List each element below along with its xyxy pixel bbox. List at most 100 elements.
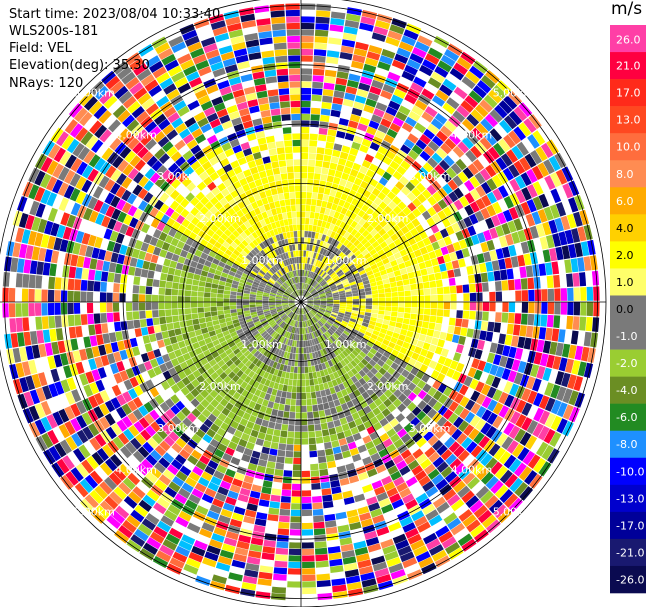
velocity-gate	[359, 400, 368, 409]
velocity-gate	[190, 207, 200, 217]
velocity-gate	[353, 206, 361, 215]
velocity-gate	[412, 386, 422, 396]
velocity-gate	[234, 472, 245, 481]
velocity-gate	[73, 291, 81, 302]
velocity-gate	[291, 306, 297, 311]
velocity-gate	[143, 360, 153, 371]
velocity-gate	[165, 387, 175, 398]
velocity-gate	[207, 367, 216, 376]
velocity-gate	[365, 233, 373, 241]
velocity-gate	[325, 290, 332, 294]
velocity-gate	[133, 276, 141, 285]
velocity-gate	[426, 538, 441, 551]
velocity-gate	[428, 544, 444, 556]
velocity-gate	[435, 279, 443, 288]
velocity-gate	[417, 35, 433, 47]
velocity-gate	[102, 333, 111, 344]
velocity-gate	[262, 364, 269, 372]
velocity-gate	[220, 480, 232, 490]
velocity-gate	[336, 227, 343, 235]
velocity-gate	[506, 268, 514, 280]
velocity-gate	[207, 460, 219, 470]
velocity-gate	[103, 114, 117, 128]
velocity-gate	[397, 428, 408, 438]
velocity-gate	[402, 341, 410, 349]
velocity-gate	[326, 307, 333, 311]
velocity-gate	[42, 262, 51, 276]
velocity-gate	[338, 213, 345, 221]
velocity-gate	[308, 159, 316, 167]
velocity-gate	[280, 336, 286, 344]
velocity-gate	[21, 303, 29, 317]
velocity-gate	[31, 344, 41, 359]
velocity-gate	[257, 505, 269, 514]
velocity-gate	[387, 367, 396, 375]
velocity-gate	[149, 358, 159, 368]
velocity-gate	[406, 330, 414, 338]
velocity-gate	[286, 288, 292, 294]
velocity-gate	[178, 283, 186, 290]
velocity-gate	[523, 337, 532, 350]
velocity-gate	[498, 258, 506, 270]
velocity-gate	[374, 244, 383, 253]
velocity-gate	[550, 188, 562, 204]
velocity-gate	[462, 472, 476, 485]
velocity-gate	[198, 317, 206, 324]
velocity-gate	[327, 359, 334, 367]
velocity-gate	[353, 135, 364, 144]
velocity-gate	[164, 435, 175, 447]
velocity-gate	[449, 360, 459, 370]
velocity-gate	[341, 145, 351, 154]
velocity-gate	[459, 408, 470, 420]
velocity-gate	[289, 304, 295, 307]
velocity-gate	[384, 262, 392, 269]
velocity-gate	[105, 426, 117, 440]
velocity-gate	[424, 106, 438, 118]
velocity-gate	[305, 386, 311, 393]
velocity-gate	[323, 382, 329, 390]
velocity-gate	[222, 355, 231, 364]
velocity-gate	[475, 185, 486, 198]
velocity-gate	[198, 312, 205, 319]
velocity-gate	[315, 323, 320, 329]
velocity-gate	[250, 288, 257, 293]
velocity-gate	[465, 495, 480, 509]
velocity-gate	[19, 377, 29, 393]
velocity-gate	[442, 183, 453, 195]
velocity-gate	[217, 284, 225, 290]
velocity-gate	[211, 351, 220, 359]
velocity-gate	[325, 181, 333, 189]
velocity-gate	[171, 289, 179, 296]
velocity-gate	[386, 228, 395, 237]
velocity-gate	[239, 418, 249, 427]
velocity-gate	[356, 35, 371, 45]
velocity-gate	[121, 416, 133, 428]
velocity-gate	[115, 186, 127, 198]
velocity-gate	[256, 584, 272, 593]
velocity-gate	[202, 557, 217, 568]
velocity-gate	[285, 372, 290, 379]
velocity-gate	[132, 142, 145, 155]
velocity-gate	[305, 306, 311, 311]
velocity-gate	[364, 287, 372, 292]
velocity-gate	[368, 259, 376, 267]
velocity-gate	[363, 174, 372, 184]
velocity-gate	[375, 464, 387, 474]
velocity-gate	[205, 166, 216, 176]
velocity-gate	[310, 279, 315, 286]
velocity-gate	[223, 302, 230, 307]
velocity-gate	[443, 302, 451, 310]
velocity-gate	[225, 282, 232, 288]
velocity-gate	[260, 377, 267, 385]
velocity-gate	[230, 331, 238, 338]
velocity-gate	[480, 453, 493, 467]
velocity-gate	[282, 337, 287, 345]
velocity-gate	[428, 360, 438, 370]
velocity-gate	[455, 362, 465, 373]
velocity-gate	[318, 291, 325, 295]
velocity-gate	[288, 298, 295, 301]
velocity-gate	[335, 317, 343, 323]
velocity-gate	[377, 96, 390, 106]
velocity-gate	[358, 291, 366, 296]
velocity-gate	[233, 322, 241, 328]
